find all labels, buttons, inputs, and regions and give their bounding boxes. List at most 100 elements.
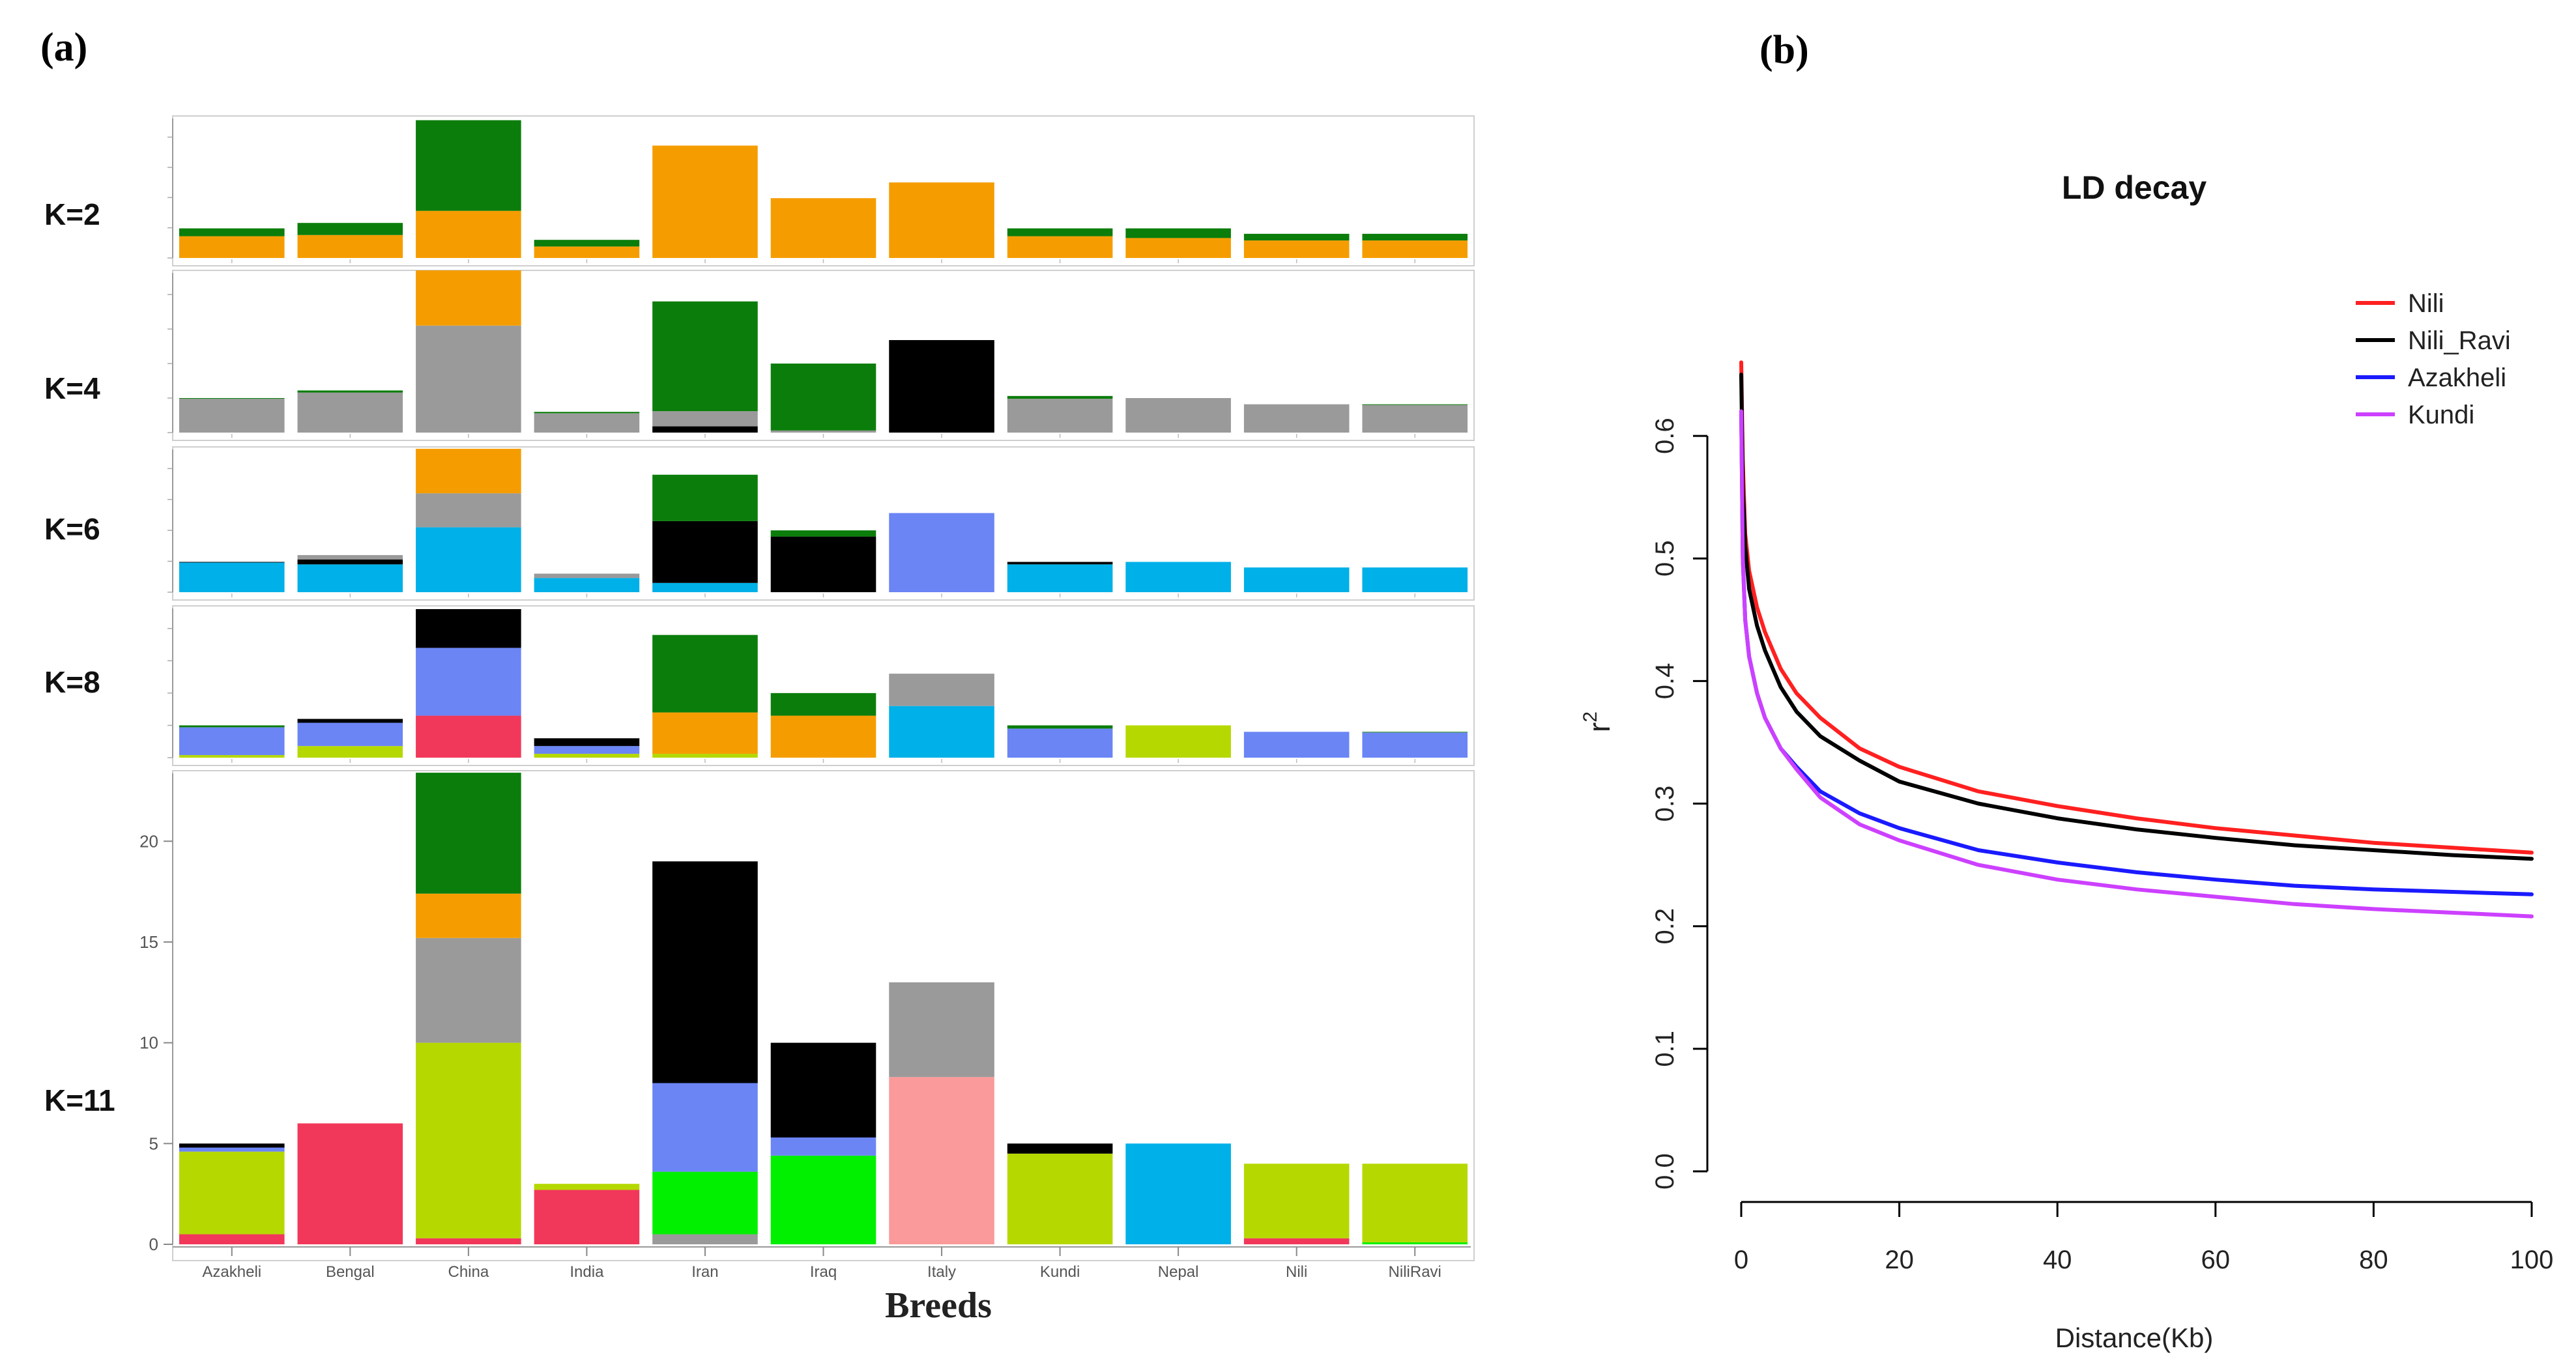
bar-segment-black [652, 426, 758, 433]
bar-stack-bengal [297, 223, 403, 258]
bar-segment-lime [652, 754, 758, 758]
bar-stack-italy [889, 513, 994, 592]
bar-segment-periwinkle [1007, 728, 1113, 758]
facet-label: K=2 [44, 197, 100, 231]
bar-stack-niliravi [1362, 1164, 1468, 1244]
bar-segment-orange [179, 236, 285, 258]
bar-stack-bengal [297, 1123, 403, 1244]
y-axis-title-base: r [1582, 722, 1616, 732]
bar-segment-lime [297, 746, 403, 758]
facet-label: K=6 [44, 512, 100, 546]
bar-stack-azakheli [179, 562, 285, 592]
bar-segment-orange [534, 246, 640, 258]
series-line-nili [1739, 360, 2534, 855]
bar-segment-orange [416, 448, 521, 494]
bar-segment-red [179, 1234, 285, 1244]
bar-segment-lime [1125, 725, 1231, 758]
bar-segment-green [652, 301, 758, 412]
bar-segment-black [179, 562, 285, 563]
bar-stack-nepal [1125, 725, 1231, 758]
facet-k8: K=8 [44, 605, 1475, 766]
y-tick-label: 20 [139, 831, 158, 851]
bar-segment-orange [1125, 238, 1231, 258]
bar-stack-china [416, 608, 521, 758]
bar-segment-periwinkle [179, 1147, 285, 1152]
bar-segment-gray [416, 937, 521, 1043]
facet-label: K=11 [44, 1083, 115, 1117]
x-axis-title: Distance(Kb) [2055, 1322, 2214, 1353]
bar-segment-sky-blue [1125, 1143, 1231, 1244]
bar-segment-black [1007, 562, 1113, 565]
x-tick-label: 20 [1885, 1246, 1914, 1274]
bar-segment-green [770, 530, 876, 537]
bar-stack-italy [889, 182, 994, 258]
bar-segment-periwinkle [416, 648, 521, 716]
bar-stack-nili [1243, 732, 1350, 758]
y-tick-label: 0.6 [1651, 418, 1679, 454]
bar-segment-green [1007, 228, 1113, 236]
y-tick-label: 5 [149, 1134, 158, 1153]
x-tick-label: Iran [691, 1263, 718, 1281]
bar-stack-india [534, 240, 640, 258]
bar-segment-green [534, 412, 640, 414]
y-axis-title-superscript: 2 [1580, 711, 1601, 722]
bar-stack-iraq [770, 198, 876, 258]
bar-segment-sky-blue [889, 706, 994, 758]
bar-segment-lime [534, 1184, 640, 1190]
bar-segment-orange [416, 210, 521, 258]
bar-segment-lime [1362, 1164, 1468, 1242]
bar-segment-gray-bottom [652, 1234, 758, 1244]
bar-segment-sky-blue [1125, 562, 1231, 592]
bar-segment-green [534, 240, 640, 247]
bar-stack-iran [652, 861, 758, 1244]
bar-stack-bengal [297, 555, 403, 592]
bar-stack-iran [652, 145, 758, 258]
panel-a-label: (a) [40, 25, 88, 70]
bar-stack-nili [1243, 567, 1350, 592]
bar-segment-green [1007, 395, 1113, 399]
bar-segment-sky-blue [534, 578, 640, 592]
bar-segment-orange [770, 715, 876, 758]
facet-k11: K=11 0 5 10 15 20 Azakheli Bengal China India Iran… [44, 770, 1475, 1281]
bar-stack-nili [1243, 1164, 1350, 1244]
bar-segment-lime [1243, 1164, 1350, 1238]
bar-segment-black [1007, 1143, 1113, 1154]
bar-segment-green [1362, 233, 1468, 241]
x-tick-label: Italy [927, 1263, 956, 1281]
y-tick-label: 0.3 [1651, 786, 1679, 822]
bar-segment-orange [416, 270, 521, 326]
bar-segment-orange [416, 893, 521, 938]
bar-segment-black [297, 559, 403, 565]
bar-stack-iraq [770, 530, 876, 592]
bar-segment-green [770, 364, 876, 431]
x-tick-label: 0 [1734, 1246, 1748, 1274]
y-tick-label: 0.4 [1651, 663, 1679, 700]
bar-segment-gray [652, 411, 758, 427]
bar-segment-gray [889, 982, 994, 1078]
bar-segment-red [416, 715, 521, 758]
bar-stack-kundi [1007, 562, 1113, 592]
y-tick-label: 0.5 [1651, 540, 1679, 577]
bar-stack-niliravi [1362, 732, 1468, 758]
bar-segment-gray [1362, 405, 1468, 433]
bar-stack-iraq [770, 364, 876, 433]
bar-segment-green [652, 635, 758, 713]
bar-segment-gray [1125, 398, 1231, 433]
bar-segment-black [889, 340, 994, 433]
bar-stack-nili [1243, 233, 1350, 258]
bar-stack-iran [652, 635, 758, 758]
bar-segment-bright-green [770, 1155, 876, 1244]
bar-stack-china [416, 120, 521, 258]
bar-stack-iran [652, 474, 758, 592]
bar-stack-nili [1243, 404, 1350, 433]
x-tick-label: 60 [2201, 1246, 2231, 1274]
bar-segment-sky-blue [416, 527, 521, 592]
x-tick-label: Azakheli [202, 1263, 261, 1281]
bar-segment-bright-green [1362, 1242, 1468, 1244]
facet-k4: K=4 [44, 270, 1475, 441]
bar-segment-lime [416, 1042, 521, 1238]
bar-stack-kundi [1007, 725, 1113, 758]
bar-segment-black [416, 608, 521, 648]
facet-k6: K=6 [44, 446, 1475, 601]
bar-segment-gray [297, 555, 403, 560]
